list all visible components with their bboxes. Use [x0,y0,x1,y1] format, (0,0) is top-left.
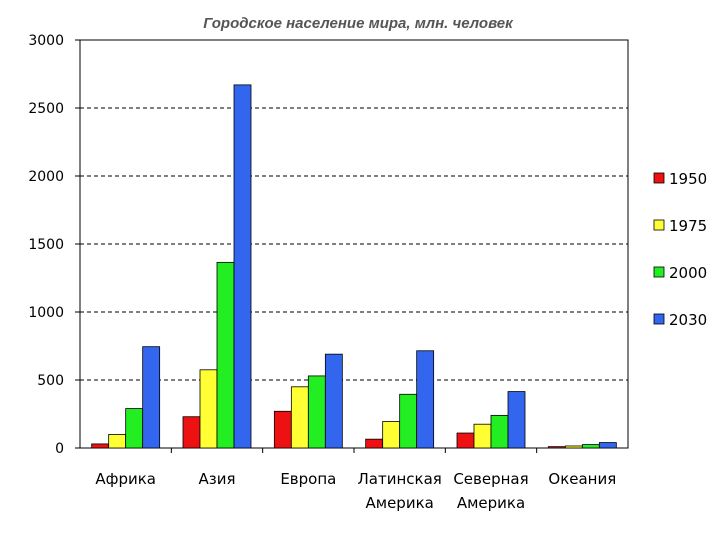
legend-label-1950: 1950 [669,170,707,188]
bar-1950-5 [547,446,566,449]
chart-title: Городское население мира, млн. человек [203,15,514,32]
x-category-label: Америка [366,494,434,512]
x-category-label: Океания [548,470,616,488]
bar-1950-0 [91,443,110,449]
bar-2030-2 [324,353,343,449]
bar-1975-4 [473,423,492,449]
bar-1950-2 [273,410,292,449]
x-category-label: Африка [95,470,156,488]
bar-1975-0 [108,433,127,449]
bar-2030-1 [233,84,252,449]
y-tick-label: 2000 [28,169,64,185]
bar-2000-4 [490,414,509,449]
legend-swatch-2030 [653,313,665,325]
bar-1975-1 [199,369,218,449]
y-tick-label: 0 [55,441,64,457]
bar-2000-1 [216,261,235,449]
bar-2030-4 [507,391,526,449]
x-category-label: Северная [453,470,528,488]
legend-label-1975: 1975 [669,217,707,235]
bar-1950-3 [365,438,384,449]
bar-1975-2 [290,386,309,449]
bar-2030-0 [142,346,161,449]
y-tick-label: 500 [37,373,64,389]
legend: 1950 1975 2000 2030 [653,170,707,329]
y-tick-label: 2500 [28,101,64,117]
y-tick-label: 1000 [28,305,64,321]
legend-swatch-2000 [653,266,665,278]
legend-swatch-1950 [653,172,665,184]
bar-2000-2 [307,375,326,449]
legend-label-2030: 2030 [669,311,707,329]
x-category-label: Европа [280,470,336,488]
x-category-label: Америка [457,494,525,512]
bar-2000-3 [399,393,418,449]
bar-2030-3 [416,350,435,449]
bar-1975-3 [382,421,401,449]
plot-area: 0 500 1000 1500 2000 2500 3000 Африка Азия Европа… [28,33,629,512]
y-tick-label: 3000 [28,33,64,49]
legend-label-2000: 2000 [669,264,707,282]
y-tick-label: 1500 [28,237,64,253]
legend-swatch-1975 [653,219,665,231]
bar-2000-0 [125,408,144,449]
x-category-label: Азия [198,470,235,488]
bar-2000-5 [581,444,600,449]
bar-1950-1 [182,416,201,449]
bar-2030-5 [598,442,617,449]
x-category-label: Латинская [358,470,442,488]
bar-1950-4 [456,432,475,449]
bar-1975-5 [564,445,583,449]
